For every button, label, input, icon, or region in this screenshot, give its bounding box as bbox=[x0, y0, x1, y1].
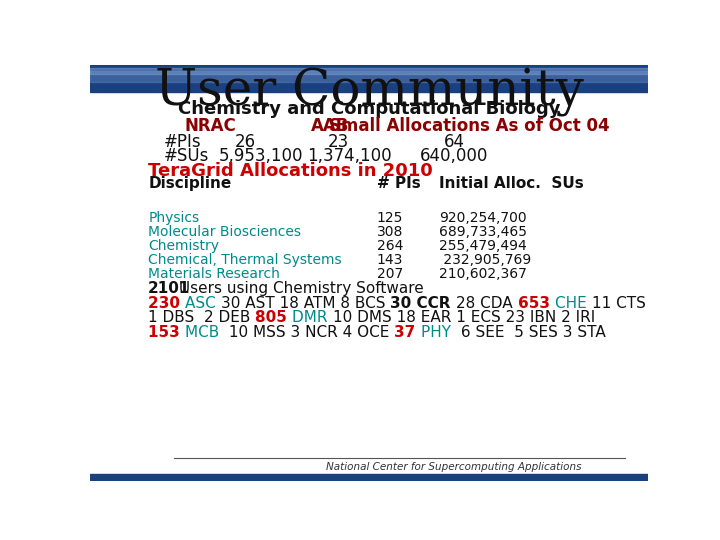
Text: Chemistry: Chemistry bbox=[148, 239, 219, 253]
Text: 230: 230 bbox=[148, 296, 185, 311]
Text: 308: 308 bbox=[377, 225, 403, 239]
Text: 920,254,700: 920,254,700 bbox=[438, 211, 526, 225]
Text: 153: 153 bbox=[148, 325, 185, 340]
Text: 232,905,769: 232,905,769 bbox=[438, 253, 531, 267]
Text: 37: 37 bbox=[395, 325, 421, 340]
Text: 5,953,100: 5,953,100 bbox=[218, 147, 302, 165]
Text: 11 CTS: 11 CTS bbox=[592, 296, 645, 311]
Text: 1,374,100: 1,374,100 bbox=[307, 147, 392, 165]
Text: Chemistry and Computational Biology: Chemistry and Computational Biology bbox=[178, 100, 560, 118]
Text: 125: 125 bbox=[377, 211, 403, 225]
Text: PHY: PHY bbox=[421, 325, 456, 340]
Text: 30 CCR: 30 CCR bbox=[390, 296, 456, 311]
Bar bbox=[90, 475, 648, 481]
Text: Physics: Physics bbox=[148, 211, 199, 225]
Text: CHE: CHE bbox=[555, 296, 592, 311]
Text: 143: 143 bbox=[377, 253, 403, 267]
Text: Chemical, Thermal Systems: Chemical, Thermal Systems bbox=[148, 253, 342, 267]
Text: 1 DBS  2 DEB: 1 DBS 2 DEB bbox=[148, 310, 256, 326]
Text: 28 CDA: 28 CDA bbox=[456, 296, 518, 311]
Text: TeraGrid Allocations in 2010: TeraGrid Allocations in 2010 bbox=[148, 162, 433, 180]
Text: 64: 64 bbox=[444, 132, 464, 151]
Text: 23: 23 bbox=[328, 132, 348, 151]
Text: 6 SEE  5 SES 3 STA: 6 SEE 5 SES 3 STA bbox=[456, 325, 606, 340]
Text: #SUs: #SUs bbox=[163, 147, 209, 165]
Text: National Center for Supercomputing Applications: National Center for Supercomputing Appli… bbox=[326, 462, 582, 472]
Text: ASC: ASC bbox=[185, 296, 221, 311]
Text: 210,602,367: 210,602,367 bbox=[438, 267, 526, 281]
Text: Small Allocations As of Oct 04: Small Allocations As of Oct 04 bbox=[330, 117, 610, 135]
Text: 10 MSS 3 NCR 4 OCE: 10 MSS 3 NCR 4 OCE bbox=[224, 325, 395, 340]
Text: 640,000: 640,000 bbox=[420, 147, 488, 165]
Text: 10 DMS 18 EAR 1 ECS 23 IBN 2 IRI: 10 DMS 18 EAR 1 ECS 23 IBN 2 IRI bbox=[333, 310, 595, 326]
Text: Molecular Biosciences: Molecular Biosciences bbox=[148, 225, 301, 239]
Text: 255,479,494: 255,479,494 bbox=[438, 239, 526, 253]
Text: Users using Chemistry Software: Users using Chemistry Software bbox=[174, 281, 424, 296]
Text: Discipline: Discipline bbox=[148, 177, 231, 192]
Text: 805: 805 bbox=[256, 310, 292, 326]
Text: Materials Research: Materials Research bbox=[148, 267, 280, 281]
Text: NRAC: NRAC bbox=[184, 117, 236, 135]
Text: MCB: MCB bbox=[185, 325, 224, 340]
Text: AAB: AAB bbox=[311, 117, 349, 135]
Text: #PIs: #PIs bbox=[163, 132, 202, 151]
Text: 30 AST 18 ATM 8 BCS: 30 AST 18 ATM 8 BCS bbox=[221, 296, 390, 311]
Text: Initial Alloc.  SUs: Initial Alloc. SUs bbox=[438, 177, 583, 192]
Bar bbox=[90, 65, 648, 92]
Text: 653: 653 bbox=[518, 296, 555, 311]
Text: DMR: DMR bbox=[292, 310, 333, 326]
Text: 207: 207 bbox=[377, 267, 403, 281]
Text: 2101: 2101 bbox=[148, 281, 191, 296]
Text: User Community: User Community bbox=[155, 67, 583, 117]
Bar bbox=[90, 71, 648, 82]
Text: 689,733,465: 689,733,465 bbox=[438, 225, 527, 239]
Text: # PIs: # PIs bbox=[377, 177, 420, 192]
Text: 264: 264 bbox=[377, 239, 403, 253]
Bar bbox=[90, 68, 648, 74]
Text: 26: 26 bbox=[235, 132, 256, 151]
